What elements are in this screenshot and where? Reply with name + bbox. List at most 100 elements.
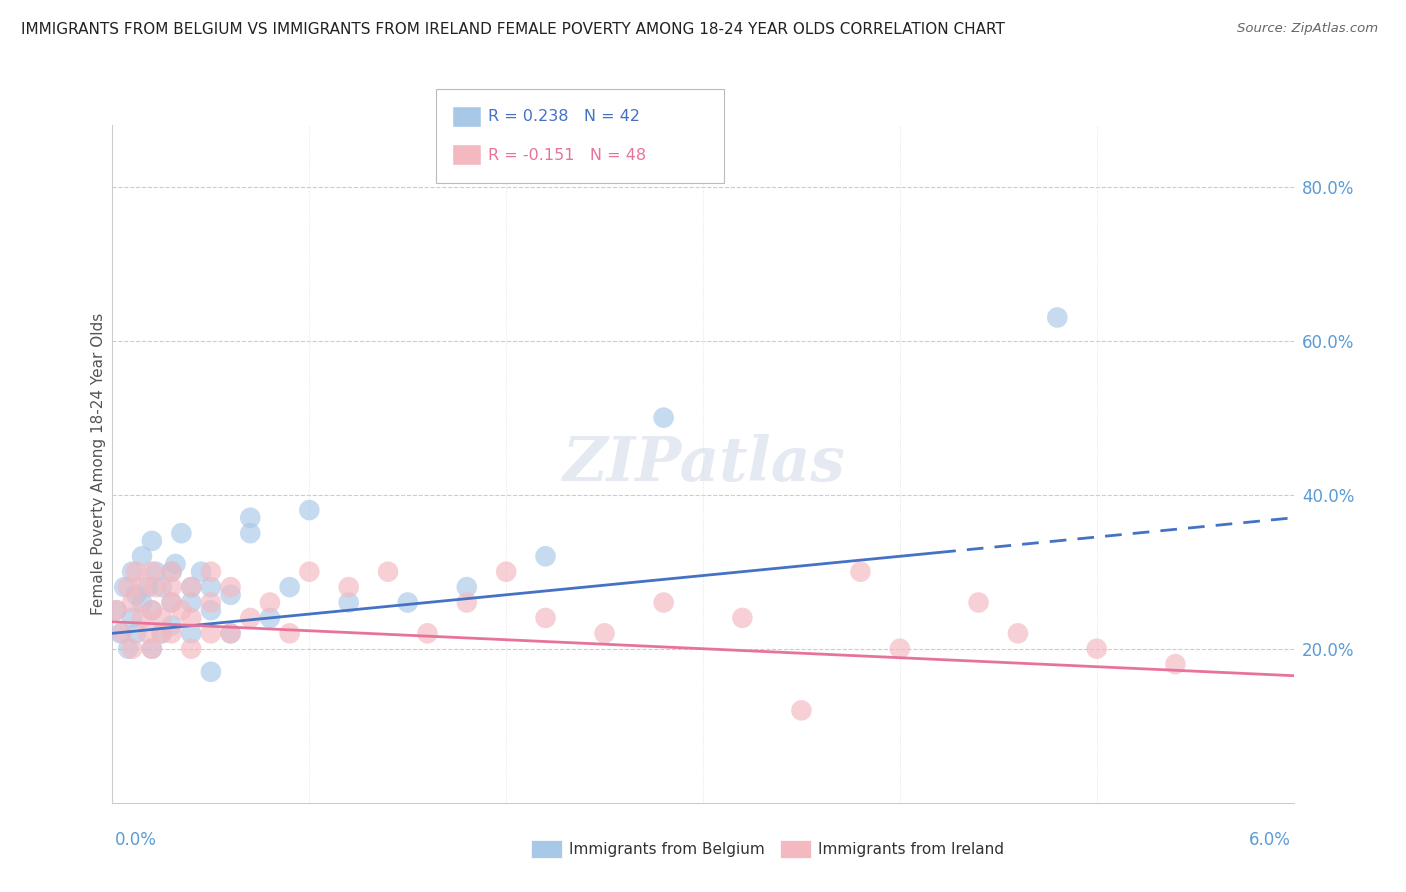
Point [141, 603, 163, 617]
Point [160, 565, 183, 579]
Point [200, 665, 222, 679]
Text: R = -0.151   N = 48: R = -0.151 N = 48 [488, 148, 645, 162]
Point [180, 626, 202, 640]
Point [298, 503, 321, 517]
Point [141, 533, 163, 548]
Point [396, 595, 419, 609]
Point [131, 595, 153, 609]
Point [1164, 657, 1187, 672]
Point [170, 603, 193, 617]
Point [136, 626, 159, 640]
Point [200, 626, 222, 640]
Point [160, 565, 183, 579]
Point [889, 641, 911, 656]
Point [150, 580, 173, 594]
Point [180, 580, 202, 594]
Point [121, 565, 143, 579]
Point [150, 626, 173, 640]
Point [105, 603, 128, 617]
Point [165, 557, 187, 571]
Point [117, 580, 139, 594]
Point [259, 595, 281, 609]
Text: 6.0%: 6.0% [1249, 831, 1291, 849]
Point [652, 410, 675, 425]
Text: Source: ZipAtlas.com: Source: ZipAtlas.com [1237, 22, 1378, 36]
Point [125, 565, 148, 579]
Text: Immigrants from Ireland: Immigrants from Ireland [818, 842, 1004, 856]
Point [377, 565, 399, 579]
Point [160, 626, 183, 640]
Point [495, 565, 517, 579]
Point [239, 611, 262, 625]
Point [1085, 641, 1108, 656]
Point [121, 611, 143, 625]
Point [121, 595, 143, 609]
Point [967, 595, 990, 609]
Point [278, 580, 301, 594]
Point [160, 595, 183, 609]
Point [200, 580, 222, 594]
Point [239, 510, 262, 524]
Point [111, 626, 134, 640]
Point [160, 595, 183, 609]
Point [117, 641, 139, 656]
Y-axis label: Female Poverty Among 18-24 Year Olds: Female Poverty Among 18-24 Year Olds [91, 313, 105, 615]
Point [131, 549, 153, 564]
Text: Immigrants from Belgium: Immigrants from Belgium [569, 842, 765, 856]
Point [141, 565, 163, 579]
Point [219, 626, 242, 640]
Point [1007, 626, 1029, 640]
Point [200, 565, 222, 579]
Point [534, 611, 557, 625]
Point [121, 641, 143, 656]
Point [105, 603, 128, 617]
Point [534, 549, 557, 564]
Point [170, 526, 193, 541]
Text: IMMIGRANTS FROM BELGIUM VS IMMIGRANTS FROM IRELAND FEMALE POVERTY AMONG 18-24 YE: IMMIGRANTS FROM BELGIUM VS IMMIGRANTS FR… [21, 22, 1005, 37]
Point [131, 611, 153, 625]
Point [160, 618, 183, 632]
Point [278, 626, 301, 640]
Point [180, 595, 202, 609]
Point [731, 611, 754, 625]
Point [849, 565, 872, 579]
Point [150, 626, 173, 640]
Point [337, 595, 360, 609]
Point [337, 580, 360, 594]
Point [180, 580, 202, 594]
Point [790, 703, 813, 717]
Point [112, 580, 135, 594]
Point [200, 603, 222, 617]
Point [110, 626, 132, 640]
Point [141, 603, 163, 617]
Point [219, 626, 242, 640]
Point [141, 641, 163, 656]
Point [125, 626, 148, 640]
Point [200, 595, 222, 609]
Point [180, 611, 202, 625]
Point [456, 595, 478, 609]
Text: ZIPatlas: ZIPatlas [561, 434, 845, 494]
Point [190, 565, 212, 579]
Point [239, 526, 262, 541]
Point [219, 588, 242, 602]
Point [136, 580, 159, 594]
Point [259, 611, 281, 625]
Point [125, 588, 148, 602]
Point [150, 611, 173, 625]
Point [180, 641, 202, 656]
Text: R = 0.238   N = 42: R = 0.238 N = 42 [488, 110, 640, 124]
Point [145, 565, 167, 579]
Point [593, 626, 616, 640]
Point [145, 580, 167, 594]
Point [219, 580, 242, 594]
Point [416, 626, 439, 640]
Point [131, 580, 153, 594]
Text: 0.0%: 0.0% [115, 831, 157, 849]
Point [298, 565, 321, 579]
Point [652, 595, 675, 609]
Point [1046, 310, 1069, 325]
Point [456, 580, 478, 594]
Point [160, 580, 183, 594]
Point [141, 641, 163, 656]
